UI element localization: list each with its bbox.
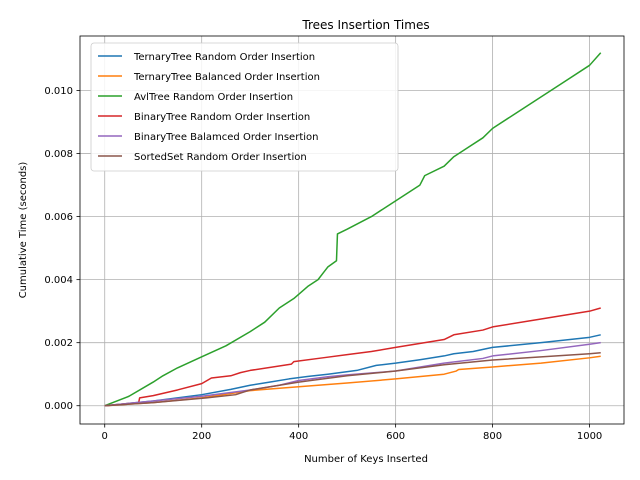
y-axis-label: Cumulative Time (seconds): [18, 162, 29, 299]
y-tick-label: 0.000: [44, 401, 73, 412]
y-tick-label: 0.004: [44, 275, 73, 286]
legend-label-4: BinaryTree Balamced Order Insertion: [134, 132, 318, 143]
y-tick-label: 0.008: [44, 149, 73, 160]
x-tick-label: 800: [483, 431, 502, 442]
y-tick-label: 0.006: [44, 212, 73, 223]
series-line-0: [104, 334, 601, 407]
series-lines: [104, 52, 602, 407]
chart-title: Trees Insertion Times: [301, 18, 429, 32]
legend-label-3: BinaryTree Random Order Insertion: [134, 112, 310, 123]
legend-label-5: SortedSet Random Order Insertion: [134, 152, 307, 163]
series-line-5: [104, 352, 601, 407]
legend-label-1: TernaryTree Balanced Order Insertion: [133, 72, 320, 83]
x-tick-label: 1000: [577, 431, 602, 442]
series-line-3: [104, 307, 601, 407]
series-line-2: [104, 52, 602, 407]
legend-box: [90, 42, 399, 172]
plot-frame: [79, 35, 625, 425]
x-tick-label: 200: [192, 431, 211, 442]
y-tick-label: 0.002: [44, 338, 73, 349]
legend: TernaryTree Random Order Insertion Ternar…: [90, 42, 399, 172]
x-tick-label: 400: [289, 431, 308, 442]
legend-label-0: TernaryTree Random Order Insertion: [133, 52, 315, 63]
x-tick-label: 600: [386, 431, 405, 442]
x-tick-label: 0: [102, 431, 108, 442]
y-tick-label: 0.010: [44, 86, 73, 97]
series-line-1: [104, 355, 601, 407]
series-line-4: [104, 341, 601, 407]
x-axis-label: Number of Keys Inserted: [304, 454, 428, 465]
legend-label-2: AvlTree Random Order Insertion: [134, 92, 293, 103]
axis-ticks: 0 200 400 600 800 1000 0.000 0.002 0.004 0.006 0.0…: [44, 86, 602, 442]
